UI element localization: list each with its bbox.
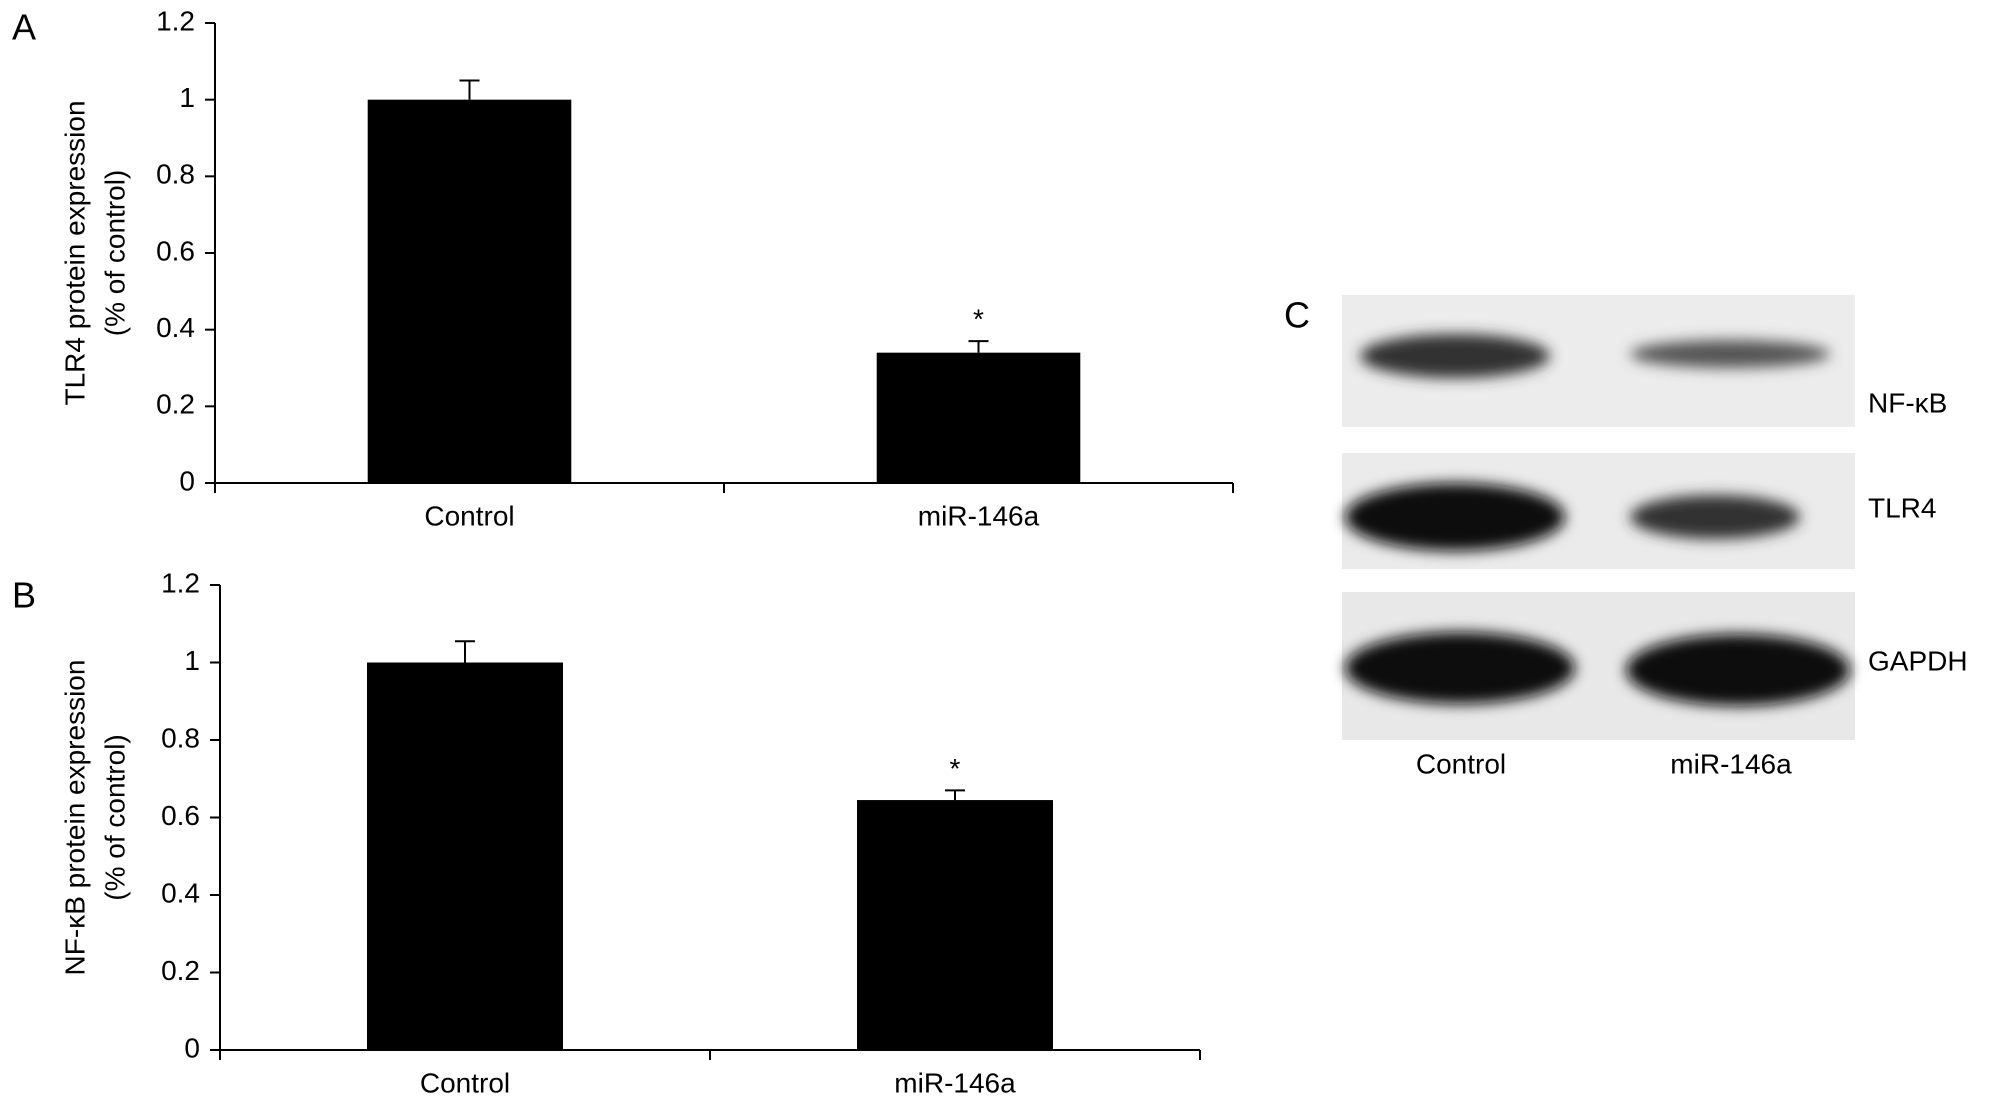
y-tick-label: 1: [179, 82, 195, 113]
y-tick-label: 0.4: [161, 877, 200, 908]
blot-band: [1630, 495, 1800, 539]
x-tick-label: Control: [424, 500, 514, 531]
y-axis-label: NF-κB protein expression: [59, 660, 90, 976]
y-axis-label: (% of control): [99, 734, 130, 901]
y-tick-label: 0.6: [156, 235, 195, 266]
significance-marker: *: [950, 753, 961, 784]
x-tick-label: miR-146a: [918, 500, 1040, 531]
bar: [857, 800, 1053, 1050]
y-tick-label: 0.8: [161, 722, 200, 753]
y-tick-label: 1: [184, 645, 200, 676]
blot-band: [1626, 634, 1850, 706]
panel-label: B: [12, 575, 36, 616]
y-tick-label: 0: [179, 465, 195, 496]
y-tick-label: 0.4: [156, 312, 195, 343]
blot-band: [1630, 340, 1830, 368]
y-tick-label: 1.2: [161, 567, 200, 598]
bar: [367, 99, 572, 484]
x-tick-label: Control: [420, 1067, 510, 1098]
panel-label: A: [12, 7, 36, 48]
bar: [367, 662, 563, 1050]
blot-panel: C NF-κB TLR4 GAPDH Control miR-146a: [1284, 295, 1968, 780]
row-label: NF-κB: [1868, 387, 1947, 418]
y-tick-label: 1.2: [156, 5, 195, 36]
y-tick-label: 0.2: [156, 389, 195, 420]
x-tick-label: miR-146a: [894, 1067, 1016, 1098]
significance-marker: *: [973, 304, 984, 335]
y-tick-label: 0.6: [161, 800, 200, 831]
y-tick-label: 0: [184, 1032, 200, 1063]
bar-chart: B NF-κB protein expression (% of control) 0…: [12, 567, 1201, 1098]
bar: [876, 352, 1081, 483]
y-axis-label: (% of control): [99, 170, 130, 337]
y-axis-label: TLR4 protein expression: [59, 100, 90, 405]
lane-label: miR-146a: [1670, 748, 1792, 779]
bar-chart: A TLR4 protein expression (% of control) 0 0…: [12, 5, 1234, 531]
y-tick-label: 0.2: [161, 955, 200, 986]
row-label: TLR4: [1868, 492, 1936, 523]
blot-band: [1345, 632, 1575, 704]
lane-label: Control: [1416, 748, 1506, 779]
panel-label: C: [1284, 295, 1310, 336]
y-tick-label: 0.8: [156, 159, 195, 190]
row-label: GAPDH: [1868, 645, 1968, 676]
blot-band: [1360, 334, 1550, 378]
blot-band: [1345, 483, 1565, 551]
